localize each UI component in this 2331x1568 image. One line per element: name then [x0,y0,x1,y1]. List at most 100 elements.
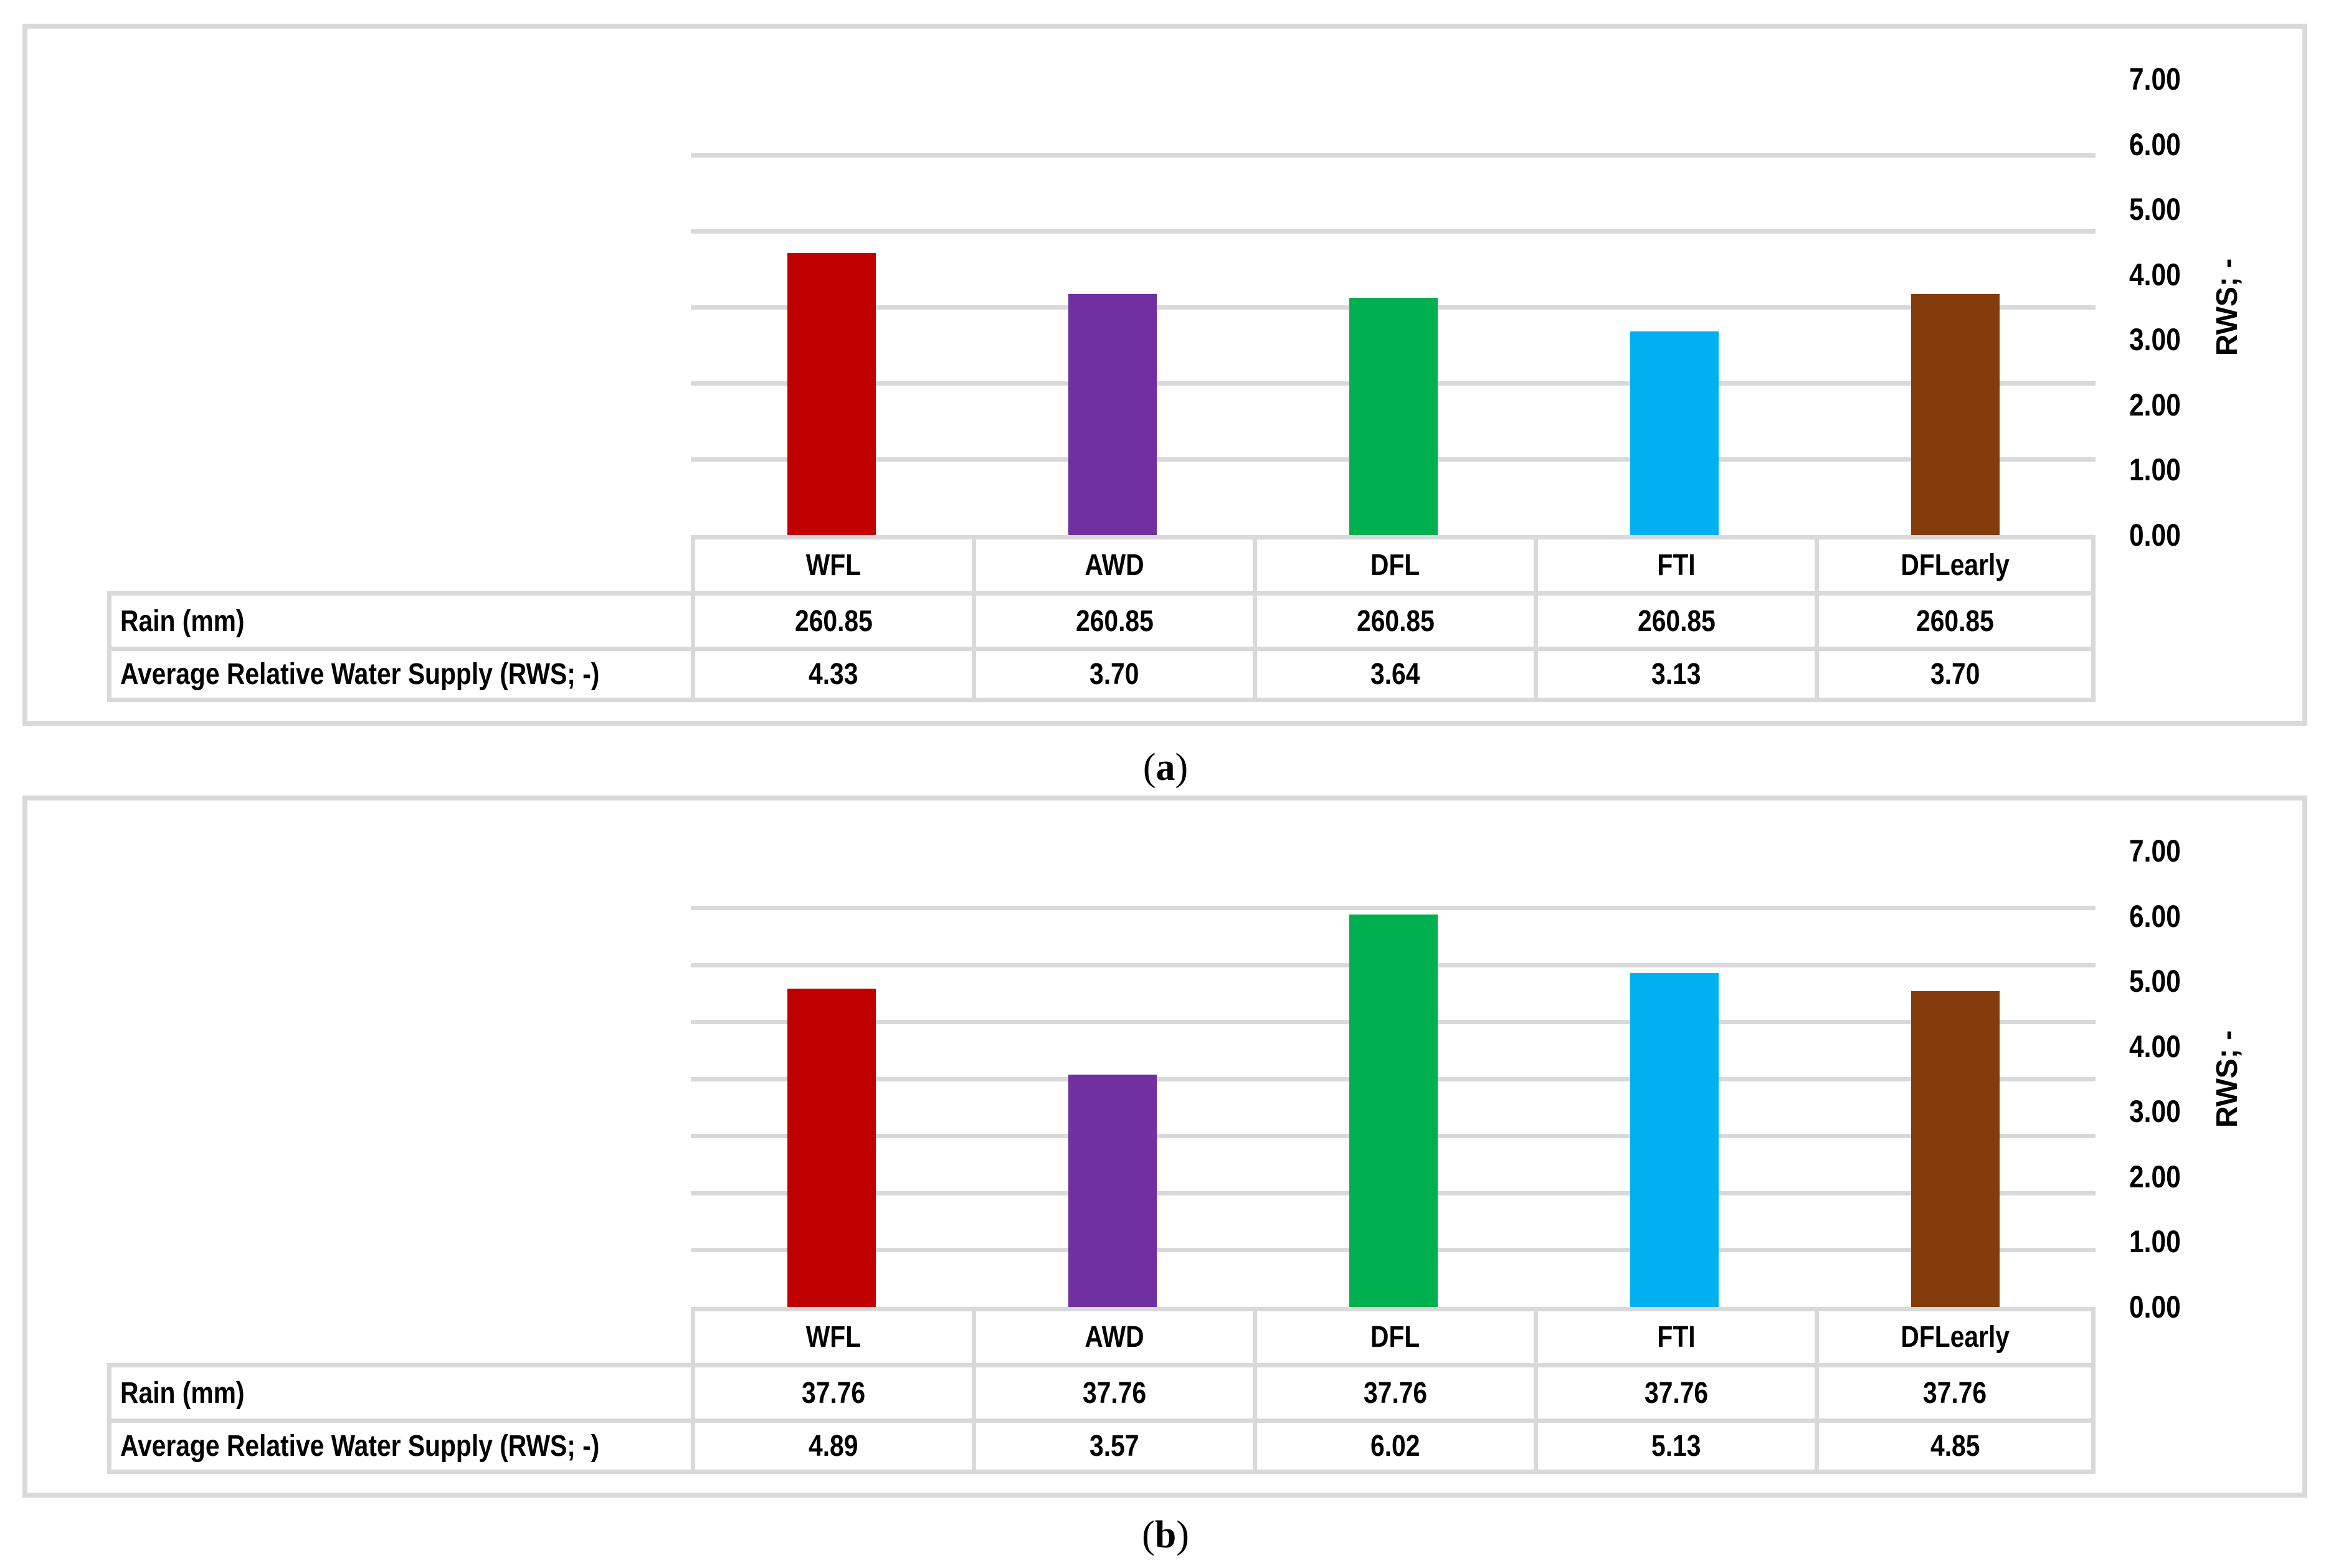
y-tick-1.00: 1.00 [2129,1222,2266,1262]
header-cell-wfl: WFL [691,535,972,591]
value-cell-dfl: 6.02 [1253,1418,1534,1474]
cell-value: 6.02 [1370,1430,1420,1463]
y-tick-0.00: 0.00 [2129,515,2266,555]
y-tick-7.00: 7.00 [2129,59,2266,99]
cell-value: 37.76 [1644,1376,1709,1410]
value-cell-dfl: 3.64 [1253,647,1534,702]
cell-value: 260.85 [1637,604,1716,638]
y-tick-3.00: 3.00 [2129,1091,2266,1131]
value-cell-dfl: 37.76 [1253,1363,1534,1418]
y-tick-4.00: 4.00 [2129,1027,2266,1067]
caption-paren: ) [1176,1514,1189,1556]
y-tick-1.00: 1.00 [2129,450,2266,490]
header-cell-dfl: DFL [1253,535,1534,591]
cell-value: 3.57 [1090,1430,1139,1463]
cell-value: 4.33 [809,658,858,691]
row-label: Rain (mm) [120,1376,245,1410]
y-tick-label: 2.00 [2129,387,2181,422]
row-label: Rain (mm) [120,604,245,638]
value-cell-awd: 260.85 [972,591,1253,647]
y-tick-7.00: 7.00 [2129,831,2266,871]
cell-value: 260.85 [1356,604,1435,638]
value-cell-awd: 37.76 [972,1363,1253,1418]
value-cell-fti: 260.85 [1534,591,1815,647]
cell-value: 260.85 [794,604,873,638]
cell-value: 37.76 [801,1376,866,1410]
y-tick-label: 6.00 [2129,127,2181,162]
header-cell-fti: FTI [1534,535,1815,591]
y-tick-label: 2.00 [2129,1159,2181,1194]
value-cell-dflearly: 4.85 [1815,1418,2096,1474]
cell-value: 4.85 [1930,1430,1980,1463]
caption-letter: a [1156,746,1175,789]
y-tick-label: 0.00 [2129,1290,2181,1324]
table-corner-empty [107,535,691,591]
value-cell-dflearly: 260.85 [1815,591,2096,647]
value-cell-wfl: 4.89 [691,1418,972,1474]
bar-fti [1630,331,1719,535]
chart-panel-b: 0.00 1.00 2.00 3.00 4.00 5.00 6.00 7.00 RWS; - WF… [22,796,2307,1498]
y-tick-label: 6.00 [2129,899,2181,934]
caption-paren: ( [1142,746,1156,789]
data-table-a: WFL AWD DFL FTI DFLearly Rain (mm) 260.85 260.8… [107,535,2096,702]
category-label: AWD [1085,1321,1144,1354]
caption-a: (a) [0,744,2331,791]
y-tick-6.00: 6.00 [2129,896,2266,936]
value-cell-dflearly: 3.70 [1815,647,2096,702]
y-tick-2.00: 2.00 [2129,385,2266,425]
value-cell-fti: 3.13 [1534,647,1815,702]
cell-value: 5.13 [1651,1430,1701,1463]
category-label: FTI [1657,549,1696,582]
y-tick-label: 3.00 [2129,1094,2181,1129]
y-tick-5.00: 5.00 [2129,961,2266,1001]
y-tick-label: 3.00 [2129,322,2181,357]
cell-value: 37.76 [1923,1376,1987,1410]
category-label: AWD [1085,549,1144,582]
bar-dfl [1349,298,1438,535]
row-label-cell: Rain (mm) [107,1363,691,1418]
data-table-b: WFL AWD DFL FTI DFLearly Rain (mm) 37.76 37.76 3… [107,1307,2096,1474]
bar-wfl [787,989,876,1307]
cell-value: 3.70 [1090,658,1139,691]
cell-value: 4.89 [809,1430,858,1463]
y-tick-6.00: 6.00 [2129,125,2266,164]
cell-value: 3.70 [1930,658,1980,691]
bar-dflearly [1911,294,2000,535]
bar-fti [1630,973,1719,1307]
cell-value: 3.13 [1651,658,1701,691]
category-label: WFL [805,1321,862,1354]
value-cell-awd: 3.57 [972,1418,1253,1474]
value-cell-wfl: 4.33 [691,647,972,702]
cell-value: 260.85 [1916,604,1994,638]
category-label: DFL [1370,1321,1420,1354]
bar-dflearly [1911,991,2000,1307]
y-tick-2.00: 2.00 [2129,1157,2266,1197]
bar-dfl [1349,915,1438,1307]
value-cell-fti: 5.13 [1534,1418,1815,1474]
gridline [691,906,2096,910]
caption-b: (b) [0,1511,2331,1559]
value-cell-dflearly: 37.76 [1815,1363,2096,1418]
category-label: DFL [1370,549,1420,582]
row-label-cell: Rain (mm) [107,591,691,647]
y-tick-label: 1.00 [2129,1224,2181,1259]
header-cell-wfl: WFL [691,1307,972,1363]
y-tick-label: 4.00 [2129,1029,2181,1064]
y-tick-label: 5.00 [2129,964,2181,999]
header-cell-awd: AWD [972,1307,1253,1363]
cell-value: 37.76 [1363,1376,1428,1410]
bar-awd [1068,1075,1157,1307]
row-label-cell: Average Relative Water Supply (RWS; -) [107,647,691,702]
y-tick-3.00: 3.00 [2129,320,2266,359]
y-tick-label: 5.00 [2129,192,2181,227]
y-tick-4.00: 4.00 [2129,255,2266,295]
value-cell-fti: 37.76 [1534,1363,1815,1418]
header-cell-awd: AWD [972,535,1253,591]
caption-paren: ) [1175,746,1189,789]
y-axis-title: RWS; - [2211,1030,2244,1128]
row-label: Average Relative Water Supply (RWS; -) [120,658,600,691]
gridline [691,229,2096,234]
cell-value: 260.85 [1075,604,1154,638]
chart-panel-a: 0.00 1.00 2.00 3.00 4.00 5.00 6.00 7.00 RWS; - WF… [22,24,2307,726]
y-tick-label: 4.00 [2129,257,2181,292]
